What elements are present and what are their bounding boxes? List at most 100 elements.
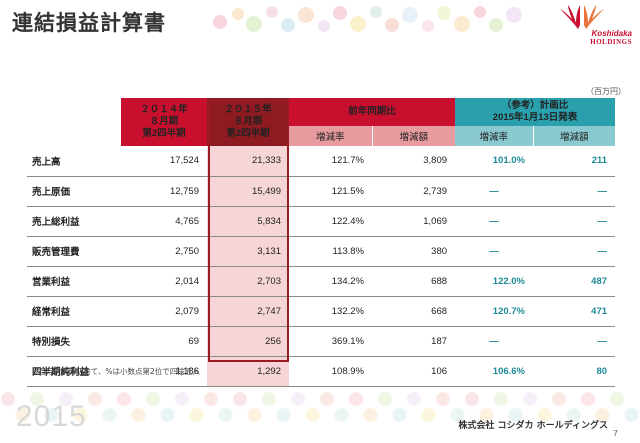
footnote: ※百万円未満切捨て、%は小数点第2位で四捨五入	[32, 367, 200, 376]
footer-dot	[523, 392, 537, 406]
header-yoy-amount: 増減額	[371, 126, 456, 146]
footer-dot	[610, 392, 624, 406]
company-logo: Koshidaka HOLDINGS	[548, 3, 632, 49]
footer-dot	[189, 408, 204, 422]
cell-plan-rate: 106.6%	[455, 356, 534, 387]
cell-yoy-amount: 187	[372, 326, 456, 357]
cell-yoy-amount: 106	[372, 356, 456, 387]
logo-text-holdings: HOLDINGS	[590, 38, 632, 46]
footer-year: 2015	[16, 400, 87, 433]
cell-yoy-rate: 121.5%	[289, 176, 372, 207]
footer-dot	[479, 408, 494, 422]
footer-dot	[247, 408, 262, 422]
cell-yoy-amount: 2,739	[372, 176, 456, 207]
row-label: 四半期純利益	[27, 356, 121, 387]
table-row: 営業利益 2,014 2,703 134.2% 688 122.0% 487	[27, 266, 616, 297]
footer-dot	[15, 408, 30, 422]
footer-dot	[581, 392, 595, 406]
decorative-dots	[213, 6, 522, 32]
cell-plan-amount: 471	[533, 296, 616, 327]
cell-plan-rate: 120.7%	[455, 296, 534, 327]
header-empty	[27, 98, 121, 126]
table-body: 売上高 17,524 21,333 121.7% 3,809 101.0% 211 売上原価 1…	[27, 146, 616, 387]
row-label: 販売管理費	[27, 236, 121, 267]
cell-yoy-amount: 1,069	[372, 206, 456, 237]
cell-plan-rate: 122.0%	[455, 266, 534, 297]
footer-dot	[407, 392, 421, 406]
footer-dot	[1, 392, 15, 406]
footer-dot	[595, 408, 610, 422]
row-label: 経常利益	[27, 296, 121, 327]
footer-dot	[131, 408, 146, 422]
cell-yoy-rate: 132.2%	[289, 296, 372, 327]
row-label: 営業利益	[27, 266, 121, 297]
footer-dot	[508, 408, 523, 422]
footer-dot	[117, 392, 131, 406]
cell-2015: 2,703	[207, 266, 289, 297]
footer-dot	[537, 408, 552, 422]
footer-dot	[146, 392, 160, 406]
cell-yoy-amount: 668	[372, 296, 456, 327]
footer-dot	[305, 408, 320, 422]
hands-logo-icon	[560, 5, 604, 29]
header-yoy: 前年同期比	[289, 98, 456, 126]
cell-plan-amount: —	[533, 176, 616, 207]
footer-dot	[436, 392, 450, 406]
table-row: 特別損失 69 256 369.1% 187— —	[27, 326, 616, 357]
cell-2014: 2,079	[121, 296, 207, 327]
table-row: 経常利益 2,079 2,747 132.2% 668 120.7% 471	[27, 296, 616, 327]
footer-dot	[624, 408, 639, 422]
cell-2014: 2,014	[121, 266, 207, 297]
footer-dot	[421, 408, 436, 422]
cell-plan-rate: —	[455, 206, 534, 237]
cell-2015: 3,131	[207, 236, 289, 267]
cell-yoy-rate: 134.2%	[289, 266, 372, 297]
cell-yoy-amount: 380	[372, 236, 456, 267]
header-empty-sub	[27, 126, 121, 146]
table-row: 販売管理費 2,750 3,131 113.8% 380— —	[27, 236, 616, 267]
cell-plan-amount: 487	[533, 266, 616, 297]
logo-text-koshidaka: Koshidaka	[591, 29, 632, 38]
footer-dot	[566, 408, 581, 422]
footer-dot	[349, 392, 363, 406]
header-2014-year: ２０１４年	[140, 104, 188, 115]
cell-2014: 69	[121, 326, 207, 357]
cell-2015: 15,499	[207, 176, 289, 207]
page-title: 連結損益計算書	[12, 11, 166, 35]
header-plan-rate: 増減率	[455, 126, 534, 146]
cell-plan-rate: —	[455, 176, 534, 207]
cell-yoy-rate: 369.1%	[289, 326, 372, 357]
cell-plan-amount: —	[533, 206, 616, 237]
footer-dot	[320, 392, 334, 406]
cell-2015: 21,333	[207, 146, 289, 177]
header-plan: （参考）計画比 2015年1月13日発表	[455, 98, 616, 126]
footer-dot	[102, 408, 117, 422]
header-2014-period: ８月期	[149, 116, 179, 127]
footer-dot	[218, 408, 233, 422]
cell-2014: 2,750	[121, 236, 207, 267]
cell-plan-amount: 211	[533, 146, 616, 177]
cell-plan-rate: —	[455, 236, 534, 267]
cell-plan-amount: 80	[533, 356, 616, 387]
footer-dot	[204, 392, 218, 406]
header-plan-date: 2015年1月13日発表	[492, 112, 578, 123]
cell-plan-amount: —	[533, 326, 616, 357]
footer-dot	[363, 408, 378, 422]
footer-dot	[160, 408, 175, 422]
footer-dot	[233, 392, 247, 406]
header-yoy-rate: 増減率	[289, 126, 372, 146]
footer-company: 株式会社 コシダカ ホールディングス	[458, 421, 608, 431]
footer-dot	[450, 408, 465, 422]
header-row-top: ２０１４年 ８月期 第2四半期 ２０１５年 ８月期 第2四半期 前年同期比 （参…	[27, 98, 616, 146]
footer-dot	[262, 392, 276, 406]
cell-yoy-rate: 122.4%	[289, 206, 372, 237]
cell-2014: 1,186	[121, 356, 207, 387]
cell-plan-rate: —	[455, 326, 534, 357]
cell-yoy-rate: 113.8%	[289, 236, 372, 267]
income-statement-table: ２０１４年 ８月期 第2四半期 ２０１５年 ８月期 第2四半期 前年同期比 （参…	[27, 98, 616, 387]
footer-dot	[378, 392, 392, 406]
unit-label: （百万円）	[586, 87, 626, 96]
footer-dot	[30, 392, 44, 406]
cell-2015: 2,747	[207, 296, 289, 327]
cell-yoy-rate: 108.9%	[289, 356, 372, 387]
